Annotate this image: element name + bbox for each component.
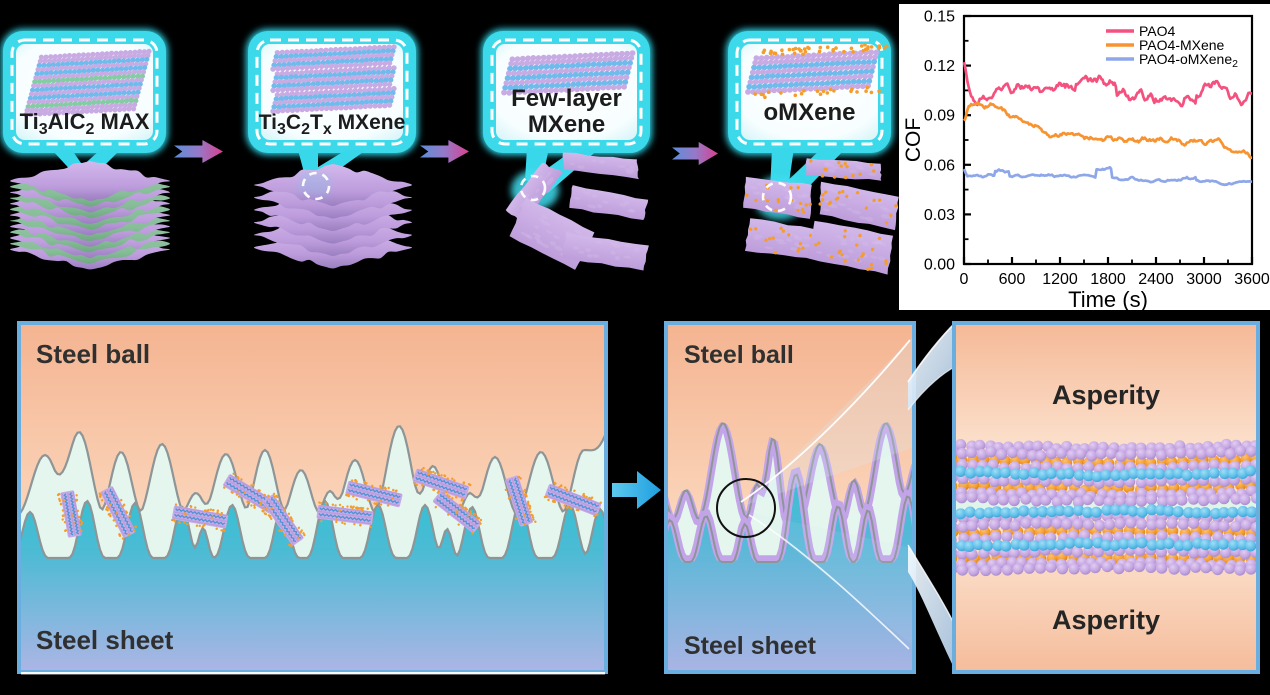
svg-text:Steel sheet: Steel sheet [684,632,817,660]
svg-text:3000: 3000 [1186,271,1222,288]
svg-text:0.09: 0.09 [924,108,955,125]
svg-text:Time (s): Time (s) [1068,287,1148,312]
svg-text:0.12: 0.12 [924,58,955,75]
svg-text:0.15: 0.15 [924,9,955,26]
svg-text:0: 0 [960,271,969,288]
svg-text:0.00: 0.00 [924,257,955,274]
svg-text:PAO4-MXene: PAO4-MXene [1139,37,1225,53]
svg-text:Asperity: Asperity [1052,605,1160,635]
svg-text:0.06: 0.06 [924,157,955,174]
svg-text:600: 600 [999,271,1026,288]
svg-text:COF: COF [902,118,925,162]
svg-text:Steel ball: Steel ball [684,341,794,369]
svg-text:oMXene: oMXene [763,99,855,126]
svg-text:Steel ball: Steel ball [36,339,150,369]
svg-text:Few-layer: Few-layer [511,85,622,112]
svg-text:PAO4-oMXene2: PAO4-oMXene2 [1139,51,1238,70]
svg-text:2400: 2400 [1138,271,1174,288]
svg-text:MXene: MXene [528,111,605,138]
svg-text:1800: 1800 [1090,271,1126,288]
svg-text:1200: 1200 [1042,271,1078,288]
svg-text:Steel sheet: Steel sheet [36,625,174,655]
svg-text:3600: 3600 [1234,271,1270,288]
svg-text:Asperity: Asperity [1052,380,1160,410]
svg-text:PAO4: PAO4 [1139,23,1176,39]
svg-text:0.03: 0.03 [924,207,955,224]
